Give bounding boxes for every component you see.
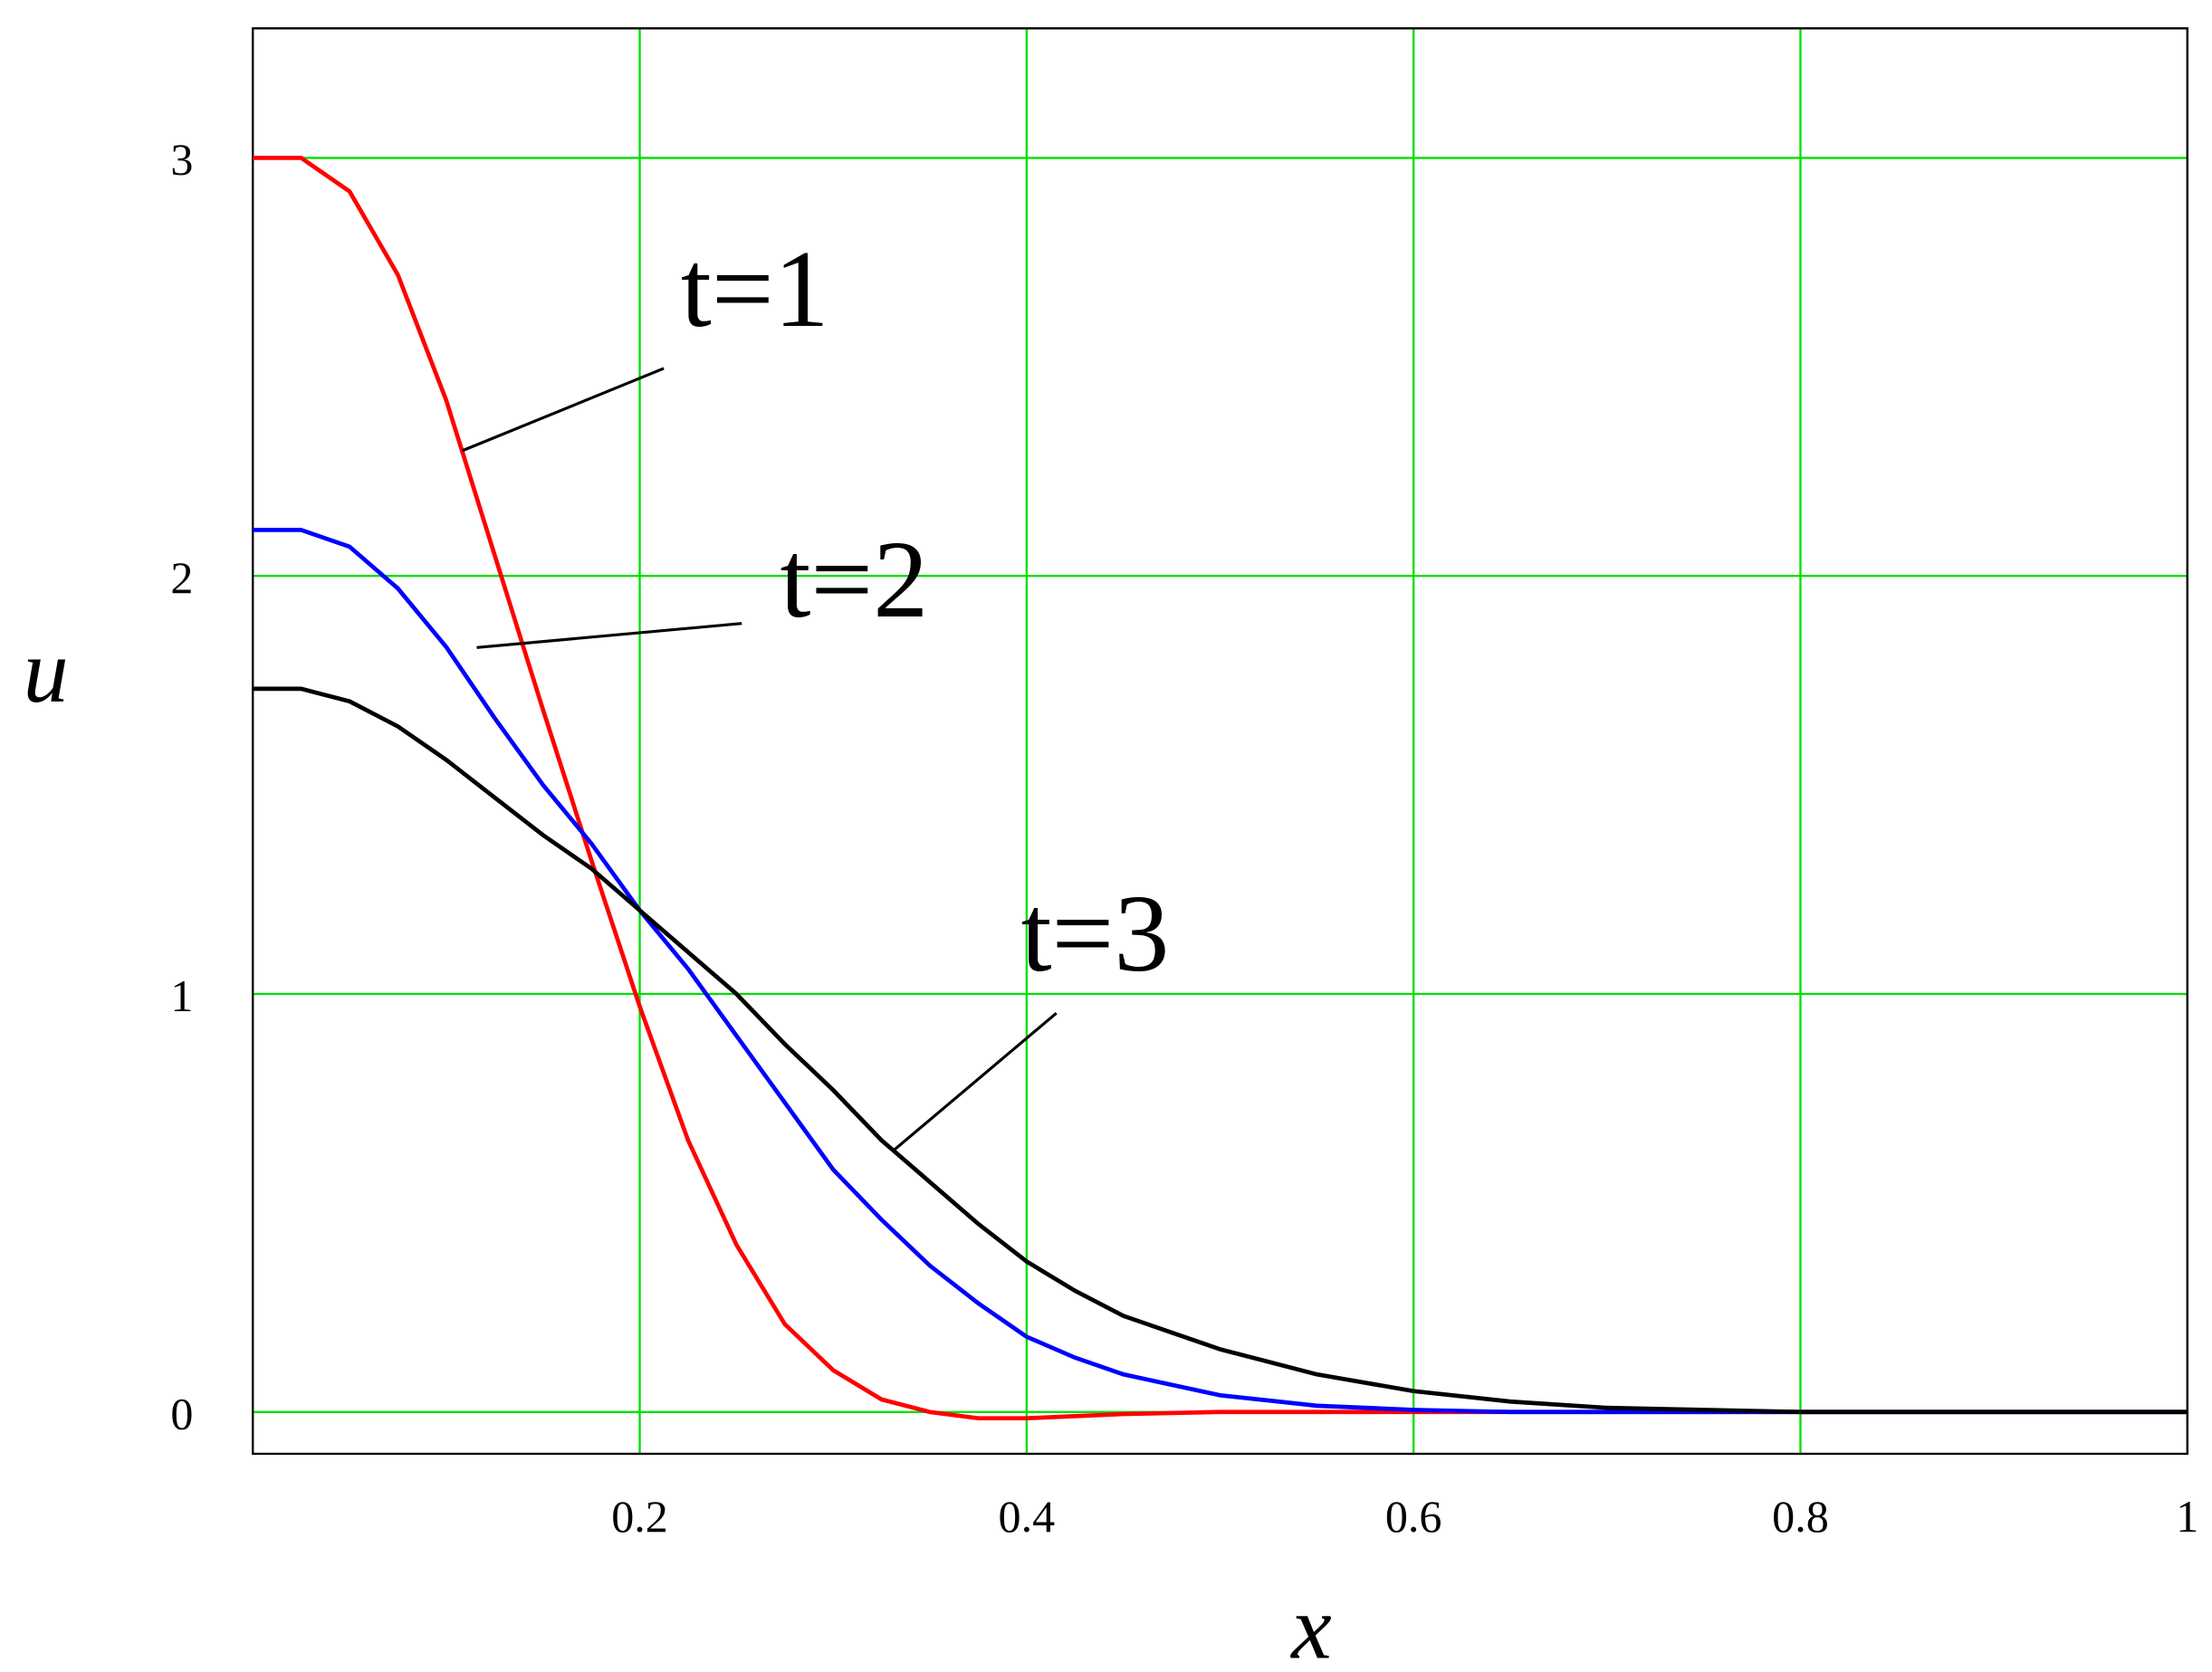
leader-line (476, 622, 742, 649)
curve-label: t=3 (1021, 873, 1170, 995)
x-tick-label: 0.8 (1772, 1491, 1829, 1542)
leader-line (892, 1011, 1058, 1152)
curve-label: t=2 (780, 519, 928, 641)
x-tick-label: 0.6 (1385, 1491, 1442, 1542)
y-tick-label: 1 (170, 970, 193, 1021)
curve-label: t=1 (681, 228, 829, 350)
y-tick-label: 3 (170, 134, 193, 185)
plot-frame (252, 27, 2188, 1456)
x-tick-label: 0.4 (999, 1491, 1056, 1542)
leader-line (462, 367, 665, 453)
series-line (253, 686, 2188, 1415)
y-tick-label: 0 (170, 1389, 193, 1439)
x-tick-label: 0.2 (611, 1491, 668, 1542)
y-tick-label: 2 (170, 552, 193, 603)
x-axis-label: x (1289, 1577, 1331, 1672)
y-axis-label: u (24, 621, 69, 721)
x-tick-label: 1 (2176, 1491, 2198, 1542)
series-line (253, 528, 2188, 1415)
